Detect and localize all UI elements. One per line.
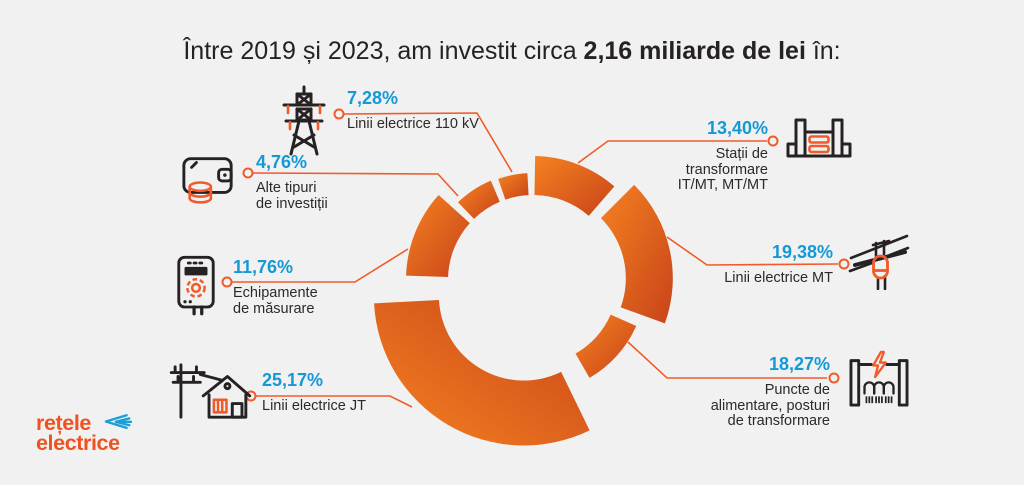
tower-icon [277, 84, 331, 158]
desc-line: de transformare [727, 413, 830, 429]
wallet-icon [180, 148, 236, 208]
donut-slice-puncte-alimentare [575, 314, 637, 378]
callout-line-puncte-alimentare [627, 341, 827, 379]
desc-line: Linii electrice MT [724, 270, 833, 286]
label-statii: 13,40% Stații de transformare IT/MT, MT/… [678, 118, 768, 194]
callout-line-linii-mt [666, 236, 839, 266]
supply-point-icon [846, 350, 912, 408]
pct-statii: 13,40% [706, 118, 768, 138]
brand-logo: rețele electrice [36, 411, 133, 455]
desc-line: transformare [685, 161, 768, 178]
desc-line: IT/MT, MT/MT [677, 177, 768, 193]
desc-line: Linii electrice JT [262, 398, 366, 414]
pct-linii-mt: 19,38% [771, 242, 833, 262]
callout-dot-alte-investitii [242, 167, 254, 179]
desc-line: Stații de [715, 146, 768, 162]
logo-word-2: electrice [36, 431, 120, 455]
desc-line: Puncte de [764, 382, 830, 398]
desc-line: Linii electrice 110 kV [347, 116, 479, 132]
donut-slice-alte-investitii [457, 180, 500, 219]
callout-line-linii-110kv [343, 112, 513, 173]
callout-line-echipamente-masurare [232, 248, 409, 283]
callout-dot-linii-110kv [333, 108, 345, 120]
label-echipamente: 11,76% Echipamente de măsurare [233, 257, 318, 317]
title-suffix: în: [805, 37, 841, 65]
donut-slices [374, 156, 673, 446]
label-linii-jt: 25,17% Linii electrice JT [262, 370, 366, 415]
pct-puncte: 18,27% [768, 354, 830, 374]
mt-pole-icon [848, 230, 910, 291]
donut-slice-linii-110kv [498, 173, 529, 200]
callout-dot-linii-mt [838, 258, 850, 270]
donut-slice-linii-mt [600, 184, 673, 324]
desc-line: de investiții [256, 195, 328, 212]
page-title: Între 2019 și 2023, am investit circa 2,… [0, 37, 1024, 66]
pct-linii-110kv: 7,28% [347, 88, 399, 108]
donut-slice-statii-transformare [534, 156, 615, 216]
callout-dot-puncte-alimentare [828, 372, 840, 384]
label-puncte: 18,27% Puncte de alimentare, posturi de … [711, 354, 830, 430]
callout-lines [221, 108, 850, 408]
desc-line: de măsurare [233, 300, 315, 317]
pct-alte-investitii: 4,76% [256, 152, 308, 172]
desc-line: Alte tipuri [256, 180, 317, 196]
donut-slice-linii-jt [374, 299, 590, 446]
callout-dot-statii-transformare [767, 135, 779, 147]
title-amount: 2,16 miliarde de lei [583, 37, 806, 65]
flow-lines-icon [96, 413, 133, 434]
desc-line: alimentare, posturi [710, 397, 830, 414]
desc-line: Echipamente [233, 285, 318, 301]
label-linii-mt: 19,38% Linii electrice MT [724, 242, 833, 287]
pct-echipamente: 11,76% [233, 257, 294, 277]
callout-line-alte-investitii [252, 172, 459, 197]
pct-linii-jt: 25,17% [262, 370, 324, 390]
label-alte-investitii: 4,76% Alte tipuri de investiții [256, 152, 328, 212]
callout-line-statii-transformare [577, 140, 767, 164]
donut-slice-echipamente-masurare [406, 195, 470, 278]
title-prefix: Între 2019 și 2023, am investit circa [183, 37, 584, 65]
substation-icon [786, 116, 852, 162]
label-linii-110kv: 7,28% Linii electrice 110 kV [347, 88, 479, 133]
meter-icon [174, 253, 218, 317]
callout-line-linii-jt [256, 395, 413, 408]
callout-dot-echipamente-masurare [221, 276, 233, 288]
logo-word-1: rețele [36, 411, 91, 435]
pole-house-icon [168, 360, 252, 422]
